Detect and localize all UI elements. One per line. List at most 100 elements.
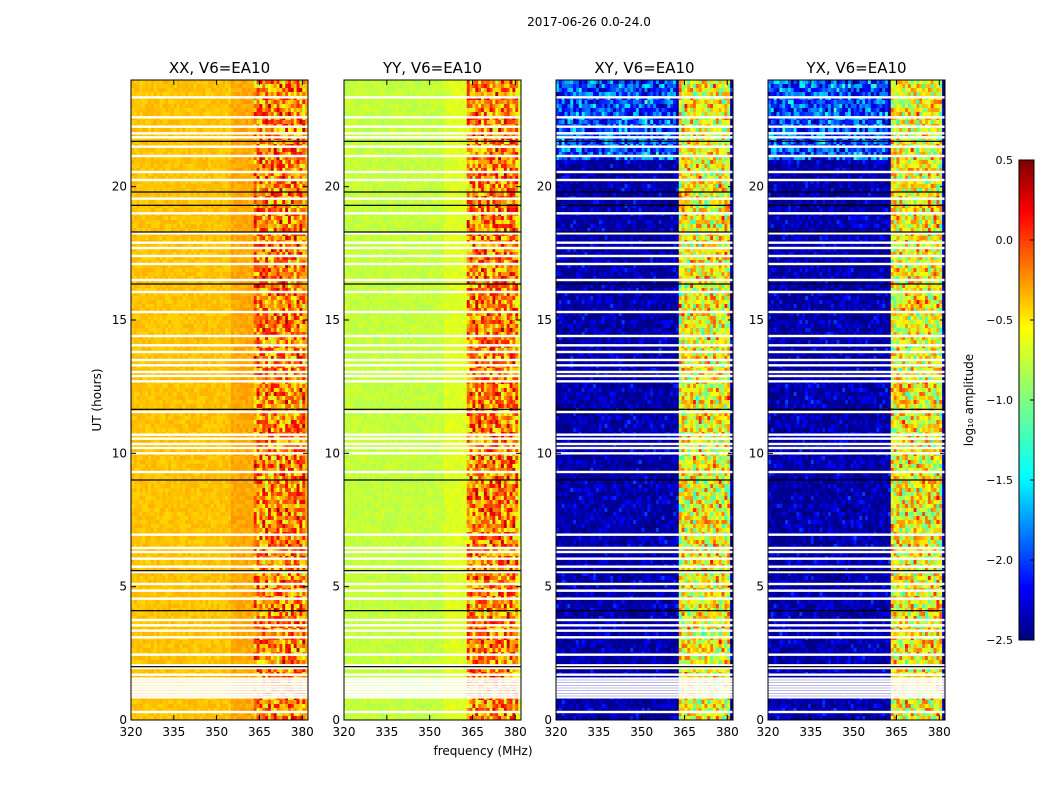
heatmap-cell [273,236,277,241]
heatmap-cell [253,312,258,317]
heatmap-cell [282,80,286,85]
heatmap-cell [253,244,258,249]
heatmap-cell [225,112,229,117]
heatmap-cell [202,288,206,293]
heatmap-cell [199,268,203,273]
heatmap-cell [273,372,277,377]
heatmap-cell [179,248,183,253]
heatmap-cell [282,188,286,193]
heatmap-cell [293,396,297,401]
heatmap-cell [176,236,180,241]
heatmap-cell [159,332,163,337]
heatmap-cell [202,184,206,189]
heatmap-cell [216,120,220,125]
heatmap-cell [233,84,238,89]
heatmap-cell [165,128,169,133]
heatmap-cell [270,88,275,93]
heatmap-cell [222,260,226,265]
heatmap-cell [145,140,149,145]
heatmap-cell [225,368,229,373]
heatmap-cell [185,84,189,89]
heatmap-cell [139,88,143,93]
heatmap-cell [210,392,215,397]
heatmap-cell [139,200,143,205]
heatmap-cell [245,92,249,97]
heatmap-cell [162,356,166,361]
heatmap-cell [182,200,186,205]
heatmap-cell [162,396,166,401]
heatmap-cell [168,304,172,309]
heatmap-cell [153,324,158,329]
heatmap-cell [210,216,215,221]
heatmap-cell [222,92,226,97]
heatmap-cell [165,244,169,249]
heatmap-cell [179,324,183,329]
heatmap-cell [296,148,300,153]
heatmap-cell [131,356,135,361]
heatmap-cell [173,392,178,397]
heatmap-cell [133,236,138,241]
heatmap-cell [179,80,183,85]
heatmap-cell [153,268,158,273]
heatmap-cell [156,400,160,405]
heatmap-cell [276,160,280,165]
heatmap-cell [208,224,212,229]
heatmap-cell [233,352,238,357]
heatmap-cell [142,224,146,229]
heatmap-cell [268,236,272,241]
heatmap-cell [208,360,212,365]
heatmap-cell [193,248,198,253]
heatmap-cell [305,252,308,257]
heatmap-cell [276,280,280,285]
heatmap-cell [259,296,263,301]
heatmap-cell [131,384,135,389]
heatmap-cell [253,384,258,389]
heatmap-cell [225,108,229,113]
heatmap-cell [265,256,269,261]
heatmap-cell [265,296,269,301]
heatmap-cell [216,284,220,289]
heatmap-cell [253,372,258,377]
heatmap-cell [159,228,163,233]
heatmap-cell [302,244,306,249]
heatmap-cell [196,88,200,93]
heatmap-cell [219,384,223,389]
heatmap-cell [233,308,238,313]
heatmap-cell [245,248,249,253]
heatmap-cell [259,172,263,177]
heatmap-cell [230,308,235,313]
heatmap-cell [173,180,178,185]
heatmap-cell [162,244,166,249]
heatmap-cell [285,192,289,197]
heatmap-cell [222,288,226,293]
heatmap-cell [233,396,238,401]
heatmap-cell [210,328,215,333]
heatmap-cell [259,288,263,293]
heatmap-cell [202,260,206,265]
heatmap-cell [176,156,180,161]
heatmap-cell [290,112,295,117]
heatmap-cell [245,356,249,361]
heatmap-cell [156,104,160,109]
heatmap-cell [148,140,152,145]
heatmap-cell [150,180,155,185]
heatmap-cell [188,208,192,213]
heatmap-cell [148,180,152,185]
heatmap-cell [276,304,280,309]
heatmap-cell [148,292,152,297]
heatmap-cell [165,268,169,273]
heatmap-cell [282,356,286,361]
heatmap-cell [188,312,192,317]
heatmap-cell [222,388,226,393]
heatmap-cell [202,200,206,205]
heatmap-cell [193,108,198,113]
heatmap-cell [282,336,286,341]
heatmap-cell [188,180,192,185]
heatmap-cell [293,264,297,269]
heatmap-cell [290,108,295,113]
heatmap-cell [205,388,209,393]
heatmap-cell [133,192,138,197]
heatmap-cell [185,320,189,325]
heatmap-cell [159,180,163,185]
heatmap-cell [273,84,277,89]
